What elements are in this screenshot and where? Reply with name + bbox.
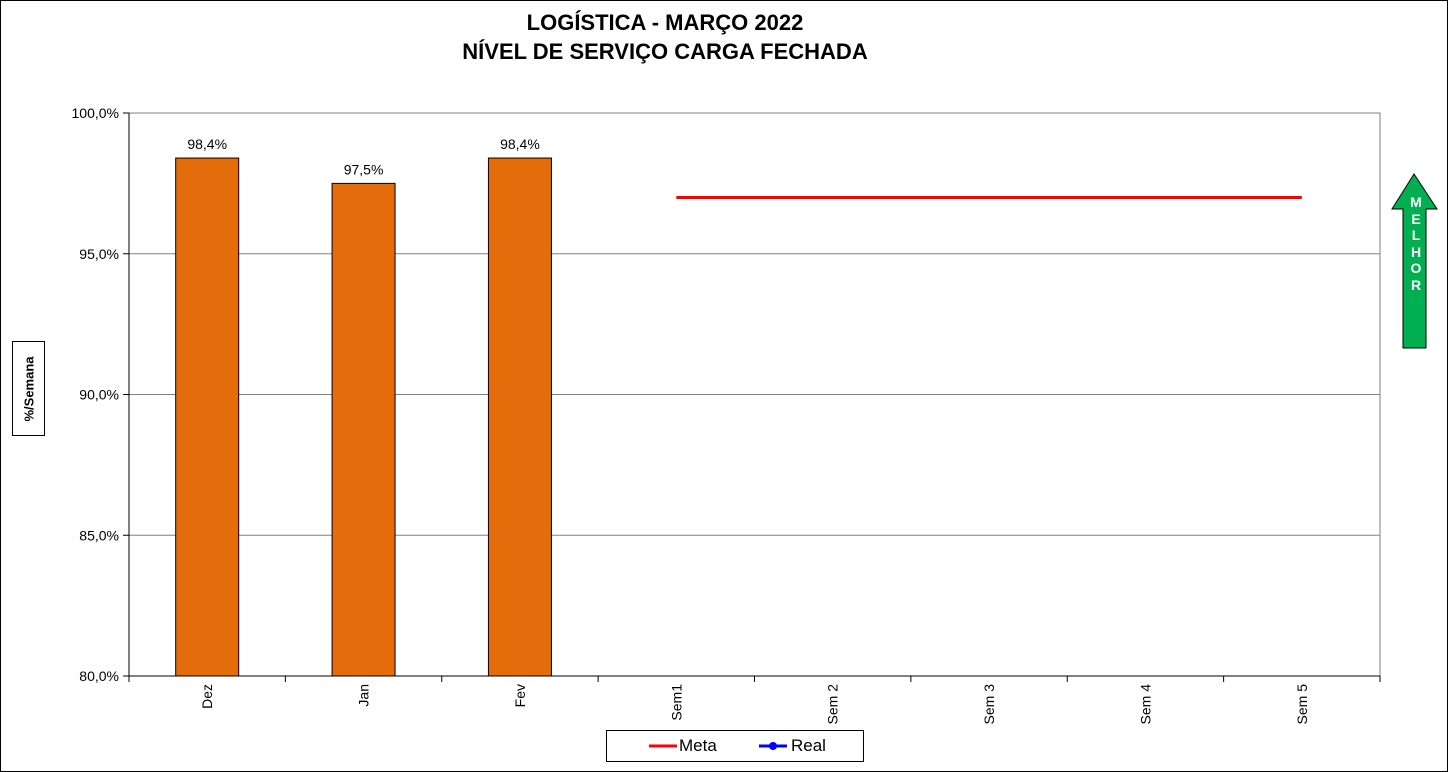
- legend: Meta Real: [606, 730, 864, 762]
- y-tick-label: 90,0%: [79, 387, 119, 403]
- legend-label-real: Real: [791, 736, 826, 755]
- y-tick-label: 95,0%: [79, 246, 119, 262]
- axes: [123, 112, 1381, 682]
- bar-data-label: 98,4%: [187, 136, 227, 152]
- legend-swatch-real: [759, 742, 787, 750]
- melhor-letter: R: [1410, 276, 1422, 293]
- x-tick-label: Sem 5: [1294, 684, 1310, 725]
- x-tick-label: Fev: [512, 684, 528, 707]
- bar-data-label: 97,5%: [344, 161, 384, 177]
- y-tick-label: 85,0%: [79, 527, 119, 543]
- melhor-letter: O: [1410, 260, 1422, 276]
- x-tick-label: Jan: [356, 684, 372, 707]
- x-tick-label: Sem 3: [981, 684, 997, 725]
- labels: 80,0% 85,0% 90,0% 95,0% 100,0% 98,4% 97,5% 98,4…: [72, 105, 1310, 724]
- melhor-letter: E: [1411, 210, 1421, 227]
- bar-fev: [487, 157, 552, 677]
- x-tick-label: Sem 4: [1137, 684, 1153, 725]
- legend-swatch-meta: [649, 744, 677, 748]
- melhor-up-arrow-icon: [1391, 173, 1438, 349]
- bar-data-label: 98,4%: [500, 136, 540, 152]
- y-tick-label: 100,0%: [72, 105, 119, 121]
- melhor-letter: H: [1410, 243, 1422, 260]
- y-axis-label-box: %/Semana: [12, 341, 45, 436]
- melhor-letter: M: [1410, 194, 1422, 210]
- chart-title-line-1: LOGÍSTICA - MARÇO 2022: [526, 10, 804, 35]
- x-tick-label: Dez: [199, 684, 215, 709]
- bar-jan: [331, 182, 396, 677]
- y-tick-label: 80,0%: [79, 668, 119, 684]
- legend-label-meta: Meta: [679, 736, 717, 755]
- chart-title-line-2: NÍVEL DE SERVIÇO CARGA FECHADA: [462, 39, 868, 64]
- melhor-letter: L: [1411, 227, 1421, 243]
- bar-dez: [175, 157, 240, 677]
- bars: [175, 157, 552, 677]
- x-tick-label: Sem1: [668, 684, 684, 721]
- x-tick-label: Sem 2: [825, 684, 841, 725]
